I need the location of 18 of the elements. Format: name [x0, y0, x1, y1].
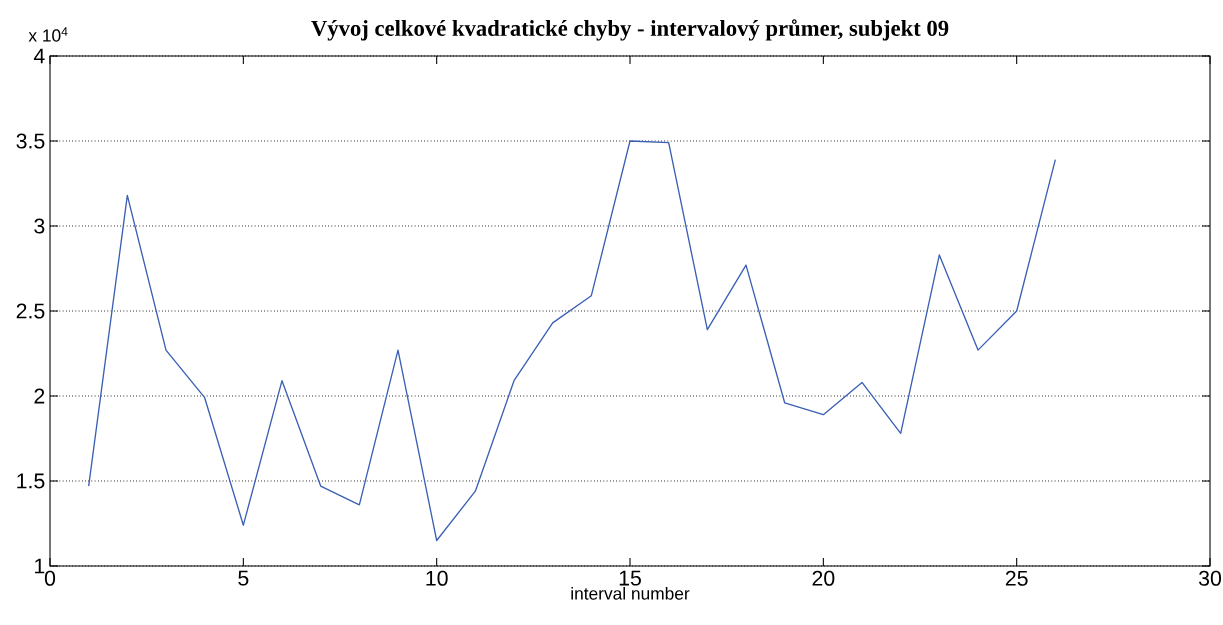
- x-tick-label: 25: [1005, 570, 1028, 586]
- line-series: [88, 140, 1057, 542]
- y-tick-label: 2.5: [16, 303, 45, 319]
- y-tick-label: 1.5: [17, 473, 45, 489]
- x-tick-label: 30: [1198, 570, 1222, 586]
- x-axis-title: interval number: [571, 586, 690, 600]
- y-tick-label: 3.5: [16, 133, 45, 149]
- y-tick-label: 3: [34, 218, 45, 234]
- x-tick-label: 5: [238, 570, 249, 586]
- x-tick-label: 10: [426, 570, 448, 586]
- y-tick-label: 2: [34, 388, 45, 404]
- y-tick-label: 4: [33, 48, 45, 64]
- x-tick-label: 20: [812, 570, 835, 586]
- x-tick-label: 0: [44, 570, 56, 586]
- y-tick-label: 1: [35, 558, 45, 574]
- chart-title: Vývoj celkové kvadratické chyby - intervalový průmer, subjekt 09: [311, 19, 949, 41]
- text: x 10$^{4}$: [28, 27, 68, 42]
- x-tick-label: 15: [619, 570, 641, 586]
